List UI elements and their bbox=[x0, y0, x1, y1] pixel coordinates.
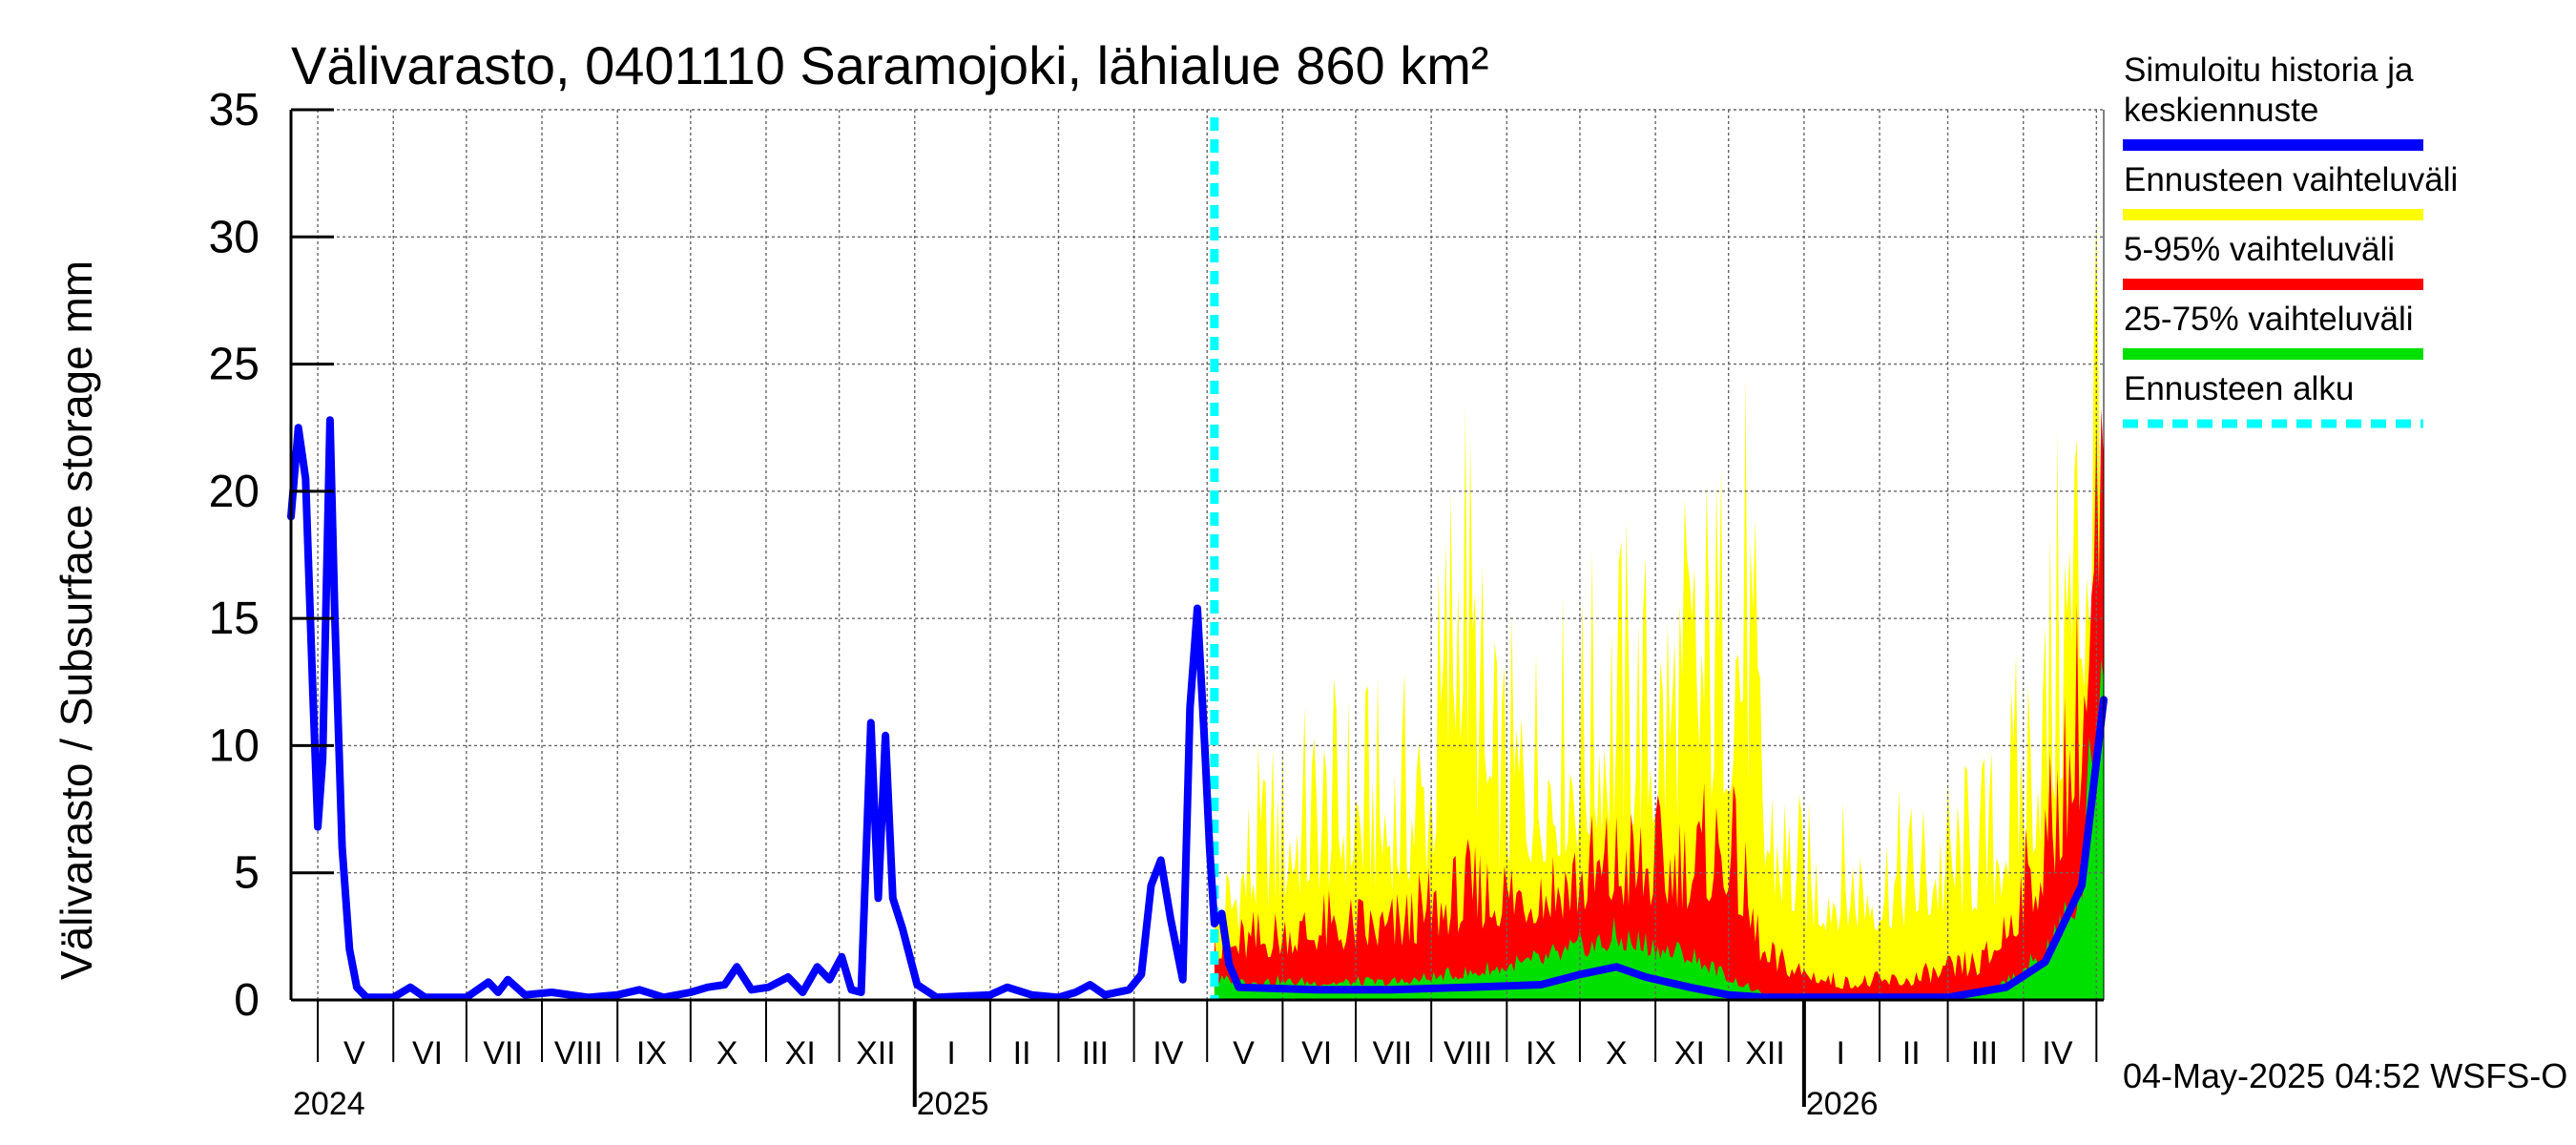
chart-title: Välivarasto, 0401110 Saramojoki, lähialu… bbox=[291, 35, 1489, 95]
y-tick-label: 35 bbox=[209, 85, 260, 135]
month-label: X bbox=[1606, 1035, 1628, 1072]
series-line-history bbox=[287, 416, 2108, 1002]
band-layer bbox=[1214, 110, 2104, 1000]
month-label: VII bbox=[483, 1035, 523, 1072]
y-tick-label: 0 bbox=[234, 975, 260, 1026]
month-label: XII bbox=[1745, 1035, 1785, 1072]
month-label: IX bbox=[1526, 1035, 1556, 1072]
grid-layer bbox=[291, 109, 2104, 1000]
legend-label: Ennusteen alku bbox=[2124, 370, 2354, 407]
month-label: XI bbox=[1674, 1035, 1705, 1072]
y-tick-label: 15 bbox=[209, 593, 260, 644]
month-label: VII bbox=[1373, 1035, 1413, 1072]
month-label: I bbox=[946, 1035, 955, 1072]
month-label: VI bbox=[1301, 1035, 1332, 1072]
month-label: IV bbox=[2042, 1035, 2072, 1072]
month-label: II bbox=[1013, 1035, 1031, 1072]
year-label: 2024 bbox=[293, 1086, 365, 1122]
legend-label: 25-75% vaihteluväli bbox=[2124, 301, 2414, 338]
month-label: X bbox=[717, 1035, 738, 1072]
month-label: IX bbox=[636, 1035, 667, 1072]
year-label: 2026 bbox=[1806, 1086, 1879, 1122]
legend-label: Simuloitu historia ja bbox=[2124, 52, 2414, 89]
month-label: VIII bbox=[1444, 1035, 1492, 1072]
y-tick-label: 10 bbox=[209, 720, 260, 771]
legend-label: 5-95% vaihteluväli bbox=[2124, 231, 2395, 268]
y-tick-label: 25 bbox=[209, 340, 260, 390]
y-axis-label: Välivarasto / Subsurface storage mm bbox=[52, 260, 101, 980]
month-label: XII bbox=[856, 1035, 896, 1072]
month-label: III bbox=[1082, 1035, 1109, 1072]
month-label: IV bbox=[1153, 1035, 1183, 1072]
band-full-range bbox=[1214, 110, 2104, 1000]
series-layer bbox=[287, 117, 2108, 1002]
month-label: V bbox=[1233, 1035, 1255, 1072]
month-label: VI bbox=[412, 1035, 443, 1072]
month-label: III bbox=[1971, 1035, 1998, 1072]
y-tick-label: 20 bbox=[209, 467, 260, 517]
month-label: XI bbox=[785, 1035, 816, 1072]
month-label: II bbox=[1902, 1035, 1921, 1072]
month-label: I bbox=[1836, 1035, 1844, 1072]
y-tick-label: 30 bbox=[209, 212, 260, 262]
legend-label: Ennusteen vaihteluväli bbox=[2124, 161, 2458, 198]
month-label: VIII bbox=[554, 1035, 603, 1072]
year-label: 2025 bbox=[917, 1086, 989, 1122]
month-label: V bbox=[343, 1035, 365, 1072]
y-tick-label: 5 bbox=[234, 848, 260, 899]
band-5-95 bbox=[1214, 389, 2104, 1000]
footer-timestamp: 04-May-2025 04:52 WSFS-O bbox=[2123, 1056, 2567, 1095]
legend-label: keskiennuste bbox=[2124, 92, 2318, 129]
